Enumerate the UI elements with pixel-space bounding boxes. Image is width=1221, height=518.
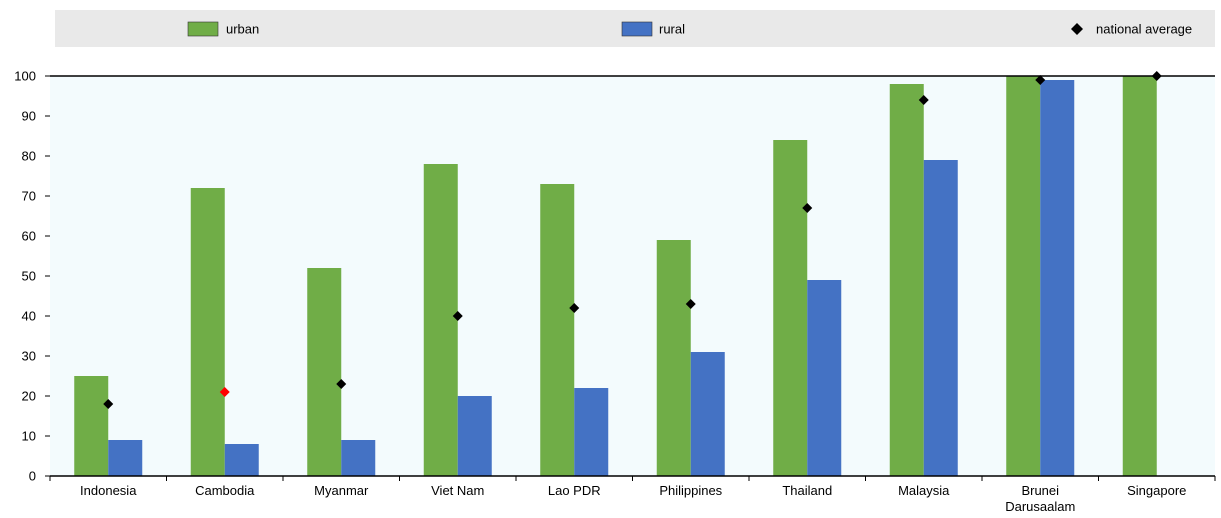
x-tick-label-line: Malaysia	[898, 483, 950, 498]
marker-national-average-indonesia	[103, 399, 114, 409]
x-tick-label-philippines: Philippines	[659, 483, 722, 498]
legend-item-urban: urban	[187, 21, 259, 37]
x-tick-label-line: Singapore	[1127, 483, 1186, 498]
bar-rural-viet-nam	[457, 396, 492, 476]
x-tick-label-line: Cambodia	[195, 483, 255, 498]
x-tick-label-singapore: Singapore	[1127, 483, 1186, 498]
legend-label: rural	[659, 22, 685, 37]
marker-national-average-brunei-darusaalam	[1035, 75, 1046, 85]
y-axis: 0 10 20 30 40 50 60 70 80 90 100	[14, 69, 50, 484]
bar-urban-philippines	[656, 240, 691, 476]
marker-national-average-myanmar	[336, 379, 347, 389]
bar-urban-viet-nam	[423, 164, 458, 476]
legend: urban rural national average	[187, 21, 1192, 37]
bar-rural-indonesia	[108, 440, 143, 476]
y-tick-label: 40	[22, 309, 36, 324]
y-tick-label: 70	[22, 189, 36, 204]
bar-rural-myanmar	[341, 440, 376, 476]
bar-urban-singapore	[1122, 76, 1157, 476]
marker-national-average-philippines	[685, 299, 696, 309]
x-axis: Indonesia Cambodia Myanmar Viet Nam Lao PDR P…	[49, 476, 1216, 514]
y-tick-label: 10	[22, 429, 36, 444]
y-tick-label: 20	[22, 389, 36, 404]
x-tick-label-malaysia: Malaysia	[898, 483, 950, 498]
bars-layer	[74, 76, 1157, 476]
bar-urban-malaysia	[889, 84, 924, 476]
bar-rural-brunei-darusaalam	[1040, 80, 1075, 476]
x-tick-label-myanmar: Myanmar	[314, 483, 369, 498]
y-tick-label: 60	[22, 229, 36, 244]
bar-rural-lao-pdr	[574, 388, 609, 476]
bar-urban-thailand	[773, 140, 808, 476]
x-tick-label-thailand: Thailand	[782, 483, 832, 498]
legend-swatch	[1071, 23, 1083, 35]
marker-national-average-lao-pdr	[569, 303, 580, 313]
y-tick-label: 50	[22, 269, 36, 284]
bar-urban-indonesia	[74, 376, 109, 476]
x-tick-label-viet-nam: Viet Nam	[431, 483, 484, 498]
marker-national-average-thailand	[802, 203, 813, 213]
marker-national-average-cambodia	[219, 387, 230, 397]
y-tick-label: 0	[29, 469, 36, 484]
legend-item-national-average: national average	[1071, 22, 1192, 37]
x-tick-label-indonesia: Indonesia	[80, 483, 137, 498]
bar-rural-cambodia	[224, 444, 259, 476]
bar-rural-philippines	[690, 352, 725, 476]
x-tick-label-line: Lao PDR	[548, 483, 601, 498]
bar-urban-myanmar	[307, 268, 342, 476]
legend-item-rural: rural	[621, 21, 685, 37]
legend-swatch	[187, 21, 219, 37]
y-tick-label: 80	[22, 149, 36, 164]
x-tick-label-line: Philippines	[659, 483, 722, 498]
x-tick-label-line: Darusaalam	[1005, 499, 1075, 514]
bar-urban-cambodia	[190, 188, 225, 476]
bar-rural-thailand	[807, 280, 842, 476]
legend-label: national average	[1096, 22, 1192, 37]
x-tick-label-line: Indonesia	[80, 483, 137, 498]
x-tick-label-cambodia: Cambodia	[195, 483, 255, 498]
bar-rural-malaysia	[923, 160, 958, 476]
marker-national-average-malaysia	[918, 95, 929, 105]
bar-urban-lao-pdr	[540, 184, 575, 476]
legend-label: urban	[226, 22, 259, 37]
x-tick-label-line: Viet Nam	[431, 483, 484, 498]
x-tick-label-line: Brunei	[1021, 483, 1059, 498]
x-tick-label-lao-pdr: Lao PDR	[548, 483, 601, 498]
marker-national-average-viet-nam	[452, 311, 463, 321]
legend-swatch	[621, 21, 653, 37]
y-tick-label: 30	[22, 349, 36, 364]
x-tick-label-line: Myanmar	[314, 483, 369, 498]
x-tick-label-line: Thailand	[782, 483, 832, 498]
y-tick-label: 100	[14, 69, 36, 84]
y-tick-label: 90	[22, 109, 36, 124]
bar-urban-brunei-darusaalam	[1006, 76, 1041, 476]
markers-layer	[103, 71, 1162, 409]
